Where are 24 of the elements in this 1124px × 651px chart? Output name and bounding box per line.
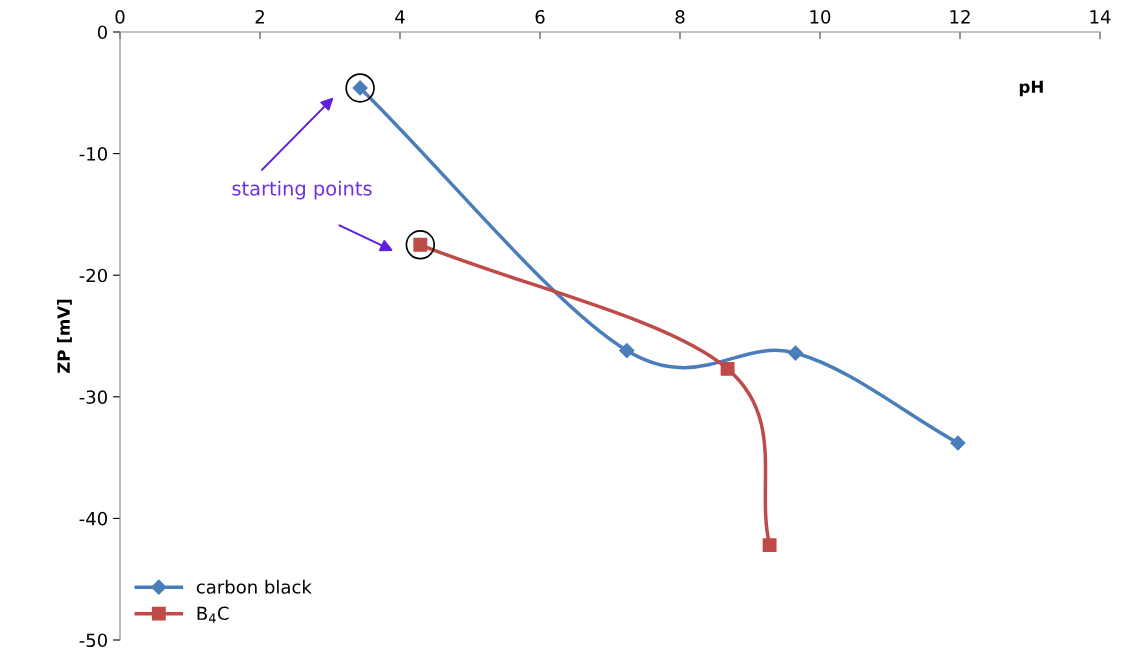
legend-label: B$_{4}$C bbox=[197, 606, 229, 623]
point bbox=[720, 361, 735, 376]
point bbox=[787, 345, 804, 361]
x-tick-label: 12 bbox=[950, 9, 970, 24]
point bbox=[950, 435, 966, 451]
annotation: starting points bbox=[232, 180, 372, 200]
y-tick-label: -40 bbox=[79, 511, 107, 526]
y-tick-label: -20 bbox=[79, 268, 107, 283]
x-tick-label: 0 bbox=[115, 9, 125, 24]
y-axis-title: ZP [mV] bbox=[57, 299, 72, 374]
legend-label: carbon black bbox=[196, 579, 312, 594]
x-tick-label: 8 bbox=[675, 9, 685, 24]
x-axis-title: pH bbox=[1019, 80, 1043, 97]
y-tick-label: 0 bbox=[97, 25, 107, 40]
point bbox=[762, 538, 777, 553]
y-tick-label: -50 bbox=[79, 633, 107, 648]
x-tick-label: 14 bbox=[1090, 10, 1111, 24]
x-tick-label: 2 bbox=[255, 9, 264, 24]
x-tick-label: 6 bbox=[535, 9, 545, 24]
x-tick-label: 4 bbox=[395, 10, 405, 24]
y-tick-label: -30 bbox=[79, 390, 107, 404]
point bbox=[619, 343, 635, 359]
y-tick-label: -10 bbox=[79, 147, 107, 161]
x-tick-label: 10 bbox=[810, 9, 831, 24]
